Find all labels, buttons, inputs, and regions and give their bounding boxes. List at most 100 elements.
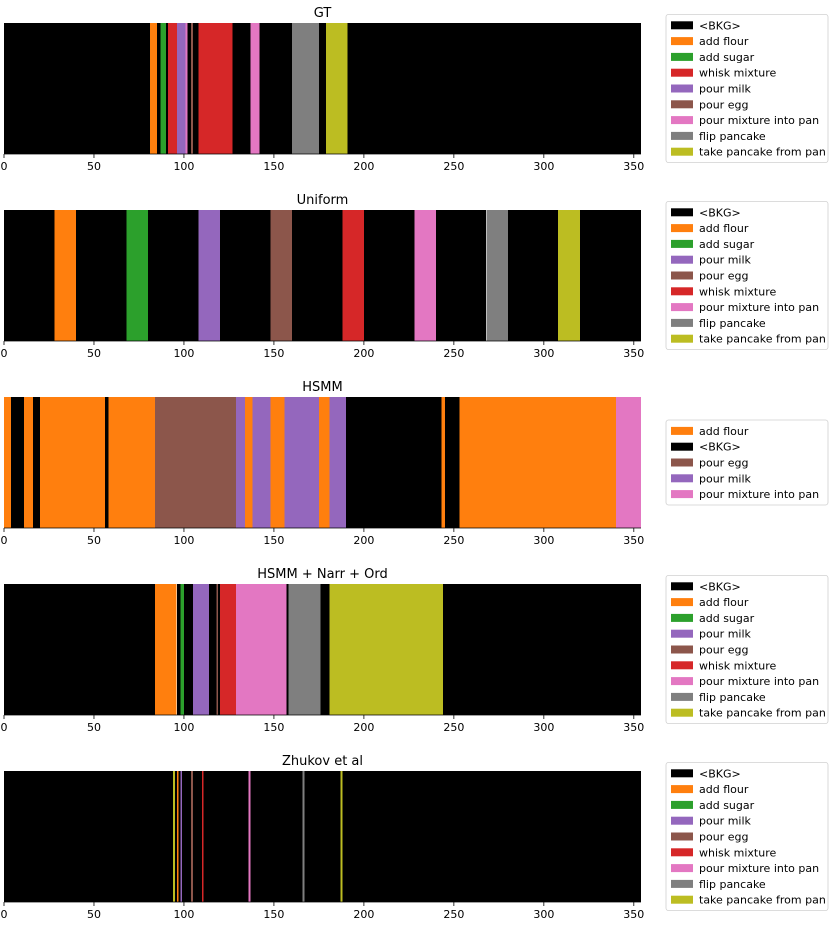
- legend-frame: [665, 762, 829, 912]
- legend-swatch-pour-egg: [671, 645, 693, 654]
- x-tick-label: 350: [623, 908, 644, 921]
- segment-pour-egg: [155, 397, 237, 528]
- legend-swatch-add-sugar: [671, 52, 693, 61]
- legend-swatch-bkg: [671, 442, 693, 451]
- x-tick-label: 150: [263, 160, 284, 173]
- panel-title: HSMM + Narr + Ord: [257, 567, 388, 582]
- legend-label-whisk-mixture: whisk mixture: [699, 659, 776, 672]
- segment-bkg: [443, 584, 641, 715]
- legend-label-add-sugar: add sugar: [699, 799, 755, 812]
- segment-bkg: [342, 771, 641, 902]
- segment-bkg: [11, 397, 24, 528]
- segment-pour-milk: [180, 771, 183, 902]
- legend-swatch-take-pancake-from-pan: [671, 147, 693, 156]
- legend-label-flip-pancake: flip pancake: [699, 317, 766, 330]
- segment-pour-milk: [176, 23, 186, 154]
- x-tick-label: 50: [87, 347, 101, 360]
- chart-panel-hsmm-narr-ord: HSMM + Narr + Ord 0 50 100 150 200 250 300 350 <B…: [1, 567, 829, 734]
- segment-pour-milk: [252, 397, 271, 528]
- segment-flip-pancake: [288, 584, 321, 715]
- legend-label-take-pancake-from-pan: take pancake from pan: [699, 707, 826, 720]
- legend-label-pour-mixture-into-pan: pour mixture into pan: [699, 114, 819, 127]
- legend-swatch-whisk-mixture: [671, 848, 693, 857]
- legend-swatch-pour-mixture-into-pan: [671, 303, 693, 312]
- segment-flip-pancake: [302, 771, 305, 902]
- segment-bkg: [304, 771, 341, 902]
- segment-whisk-mixture: [219, 584, 237, 715]
- segment-bkg: [435, 210, 487, 341]
- legend: <BKG> add flour add sugar whisk mixture pour…: [665, 13, 829, 163]
- legend-swatch-pour-milk: [671, 629, 693, 638]
- x-tick-label: 100: [173, 534, 194, 547]
- segment-bkg: [147, 210, 199, 341]
- x-tick-label: 350: [623, 721, 644, 734]
- segment-pour-mixture-into-pan: [615, 397, 641, 528]
- x-tick-label: 50: [87, 160, 101, 173]
- segment-add-flour: [176, 771, 179, 902]
- legend-label-flip-pancake: flip pancake: [699, 878, 766, 891]
- segment-bkg: [104, 397, 109, 528]
- legend-label-add-sugar: add sugar: [699, 238, 755, 251]
- segment-whisk-mixture: [198, 23, 233, 154]
- x-tick-label: 200: [353, 534, 374, 547]
- legend-label-pour-mixture-into-pan: pour mixture into pan: [699, 301, 819, 314]
- x-tick-label: 50: [87, 534, 101, 547]
- x-tick-label: 350: [623, 534, 644, 547]
- panel-title: GT: [314, 6, 332, 21]
- segment-bkg: [187, 23, 192, 154]
- legend-frame: [665, 419, 829, 506]
- legend-swatch-whisk-mixture: [671, 661, 693, 670]
- legend-swatch-pour-mixture-into-pan: [671, 116, 693, 125]
- segment-pour-milk: [284, 397, 319, 528]
- segment-bkg: [4, 584, 156, 715]
- segment-bkg: [363, 210, 415, 341]
- segment-bkg: [318, 23, 327, 154]
- segment-bkg: [4, 210, 55, 341]
- segment-add-flour: [4, 397, 12, 528]
- x-tick-label: 200: [353, 347, 374, 360]
- legend-swatch-whisk-mixture: [671, 68, 693, 77]
- segment-bkg: [579, 210, 641, 341]
- legend-swatch-add-flour: [671, 224, 693, 233]
- segment-add-sugar: [180, 584, 184, 715]
- x-tick-label: 350: [623, 160, 644, 173]
- x-tick-label: 0: [1, 160, 8, 173]
- segment-bkg: [32, 397, 40, 528]
- legend-label-pour-mixture-into-pan: pour mixture into pan: [699, 488, 819, 501]
- segment-pour-milk: [192, 584, 210, 715]
- legend-label-pour-egg: pour egg: [699, 98, 748, 111]
- segment-bkg: [4, 771, 174, 902]
- legend-swatch-flip-pancake: [671, 879, 693, 888]
- segment-pour-egg: [216, 584, 219, 715]
- legend-swatch-pour-mixture-into-pan: [671, 864, 693, 873]
- segment-take-pancake-from-pan: [558, 210, 580, 341]
- legend: <BKG> add flour add sugar pour milk pour egg…: [665, 200, 829, 350]
- segment-add-flour: [459, 397, 616, 528]
- legend-swatch-pour-milk: [671, 255, 693, 264]
- segment-bkg: [232, 23, 251, 154]
- panel-title: HSMM: [302, 380, 342, 395]
- segment-add-flour: [23, 397, 33, 528]
- legend-label-flip-pancake: flip pancake: [699, 130, 766, 143]
- legend-label-add-sugar: add sugar: [699, 612, 755, 625]
- segment-bkg: [209, 584, 217, 715]
- legend-swatch-bkg: [671, 21, 693, 30]
- legend-swatch-take-pancake-from-pan: [671, 708, 693, 717]
- segment-add-flour: [155, 584, 177, 715]
- x-tick-label: 200: [353, 908, 374, 921]
- legend-swatch-pour-milk: [671, 816, 693, 825]
- segment-pour-egg: [191, 771, 193, 902]
- legend-label-add-flour: add flour: [699, 425, 749, 438]
- chart-panel-gt: GT 0 50 100 150 200 250 300 350 <BKG> add flour add…: [1, 6, 829, 173]
- legend-label-pour-milk: pour milk: [699, 472, 752, 485]
- legend-label-bkg: <BKG>: [699, 19, 741, 32]
- legend-label-add-flour: add flour: [699, 596, 749, 609]
- legend-label-pour-milk: pour milk: [699, 628, 752, 641]
- legend-label-add-flour: add flour: [699, 35, 749, 48]
- legend-swatch-pour-mixture-into-pan: [671, 490, 693, 499]
- legend-label-take-pancake-from-pan: take pancake from pan: [699, 333, 826, 346]
- legend-frame: [665, 200, 829, 350]
- segment-bkg: [219, 210, 271, 341]
- segment-bkg: [347, 23, 641, 154]
